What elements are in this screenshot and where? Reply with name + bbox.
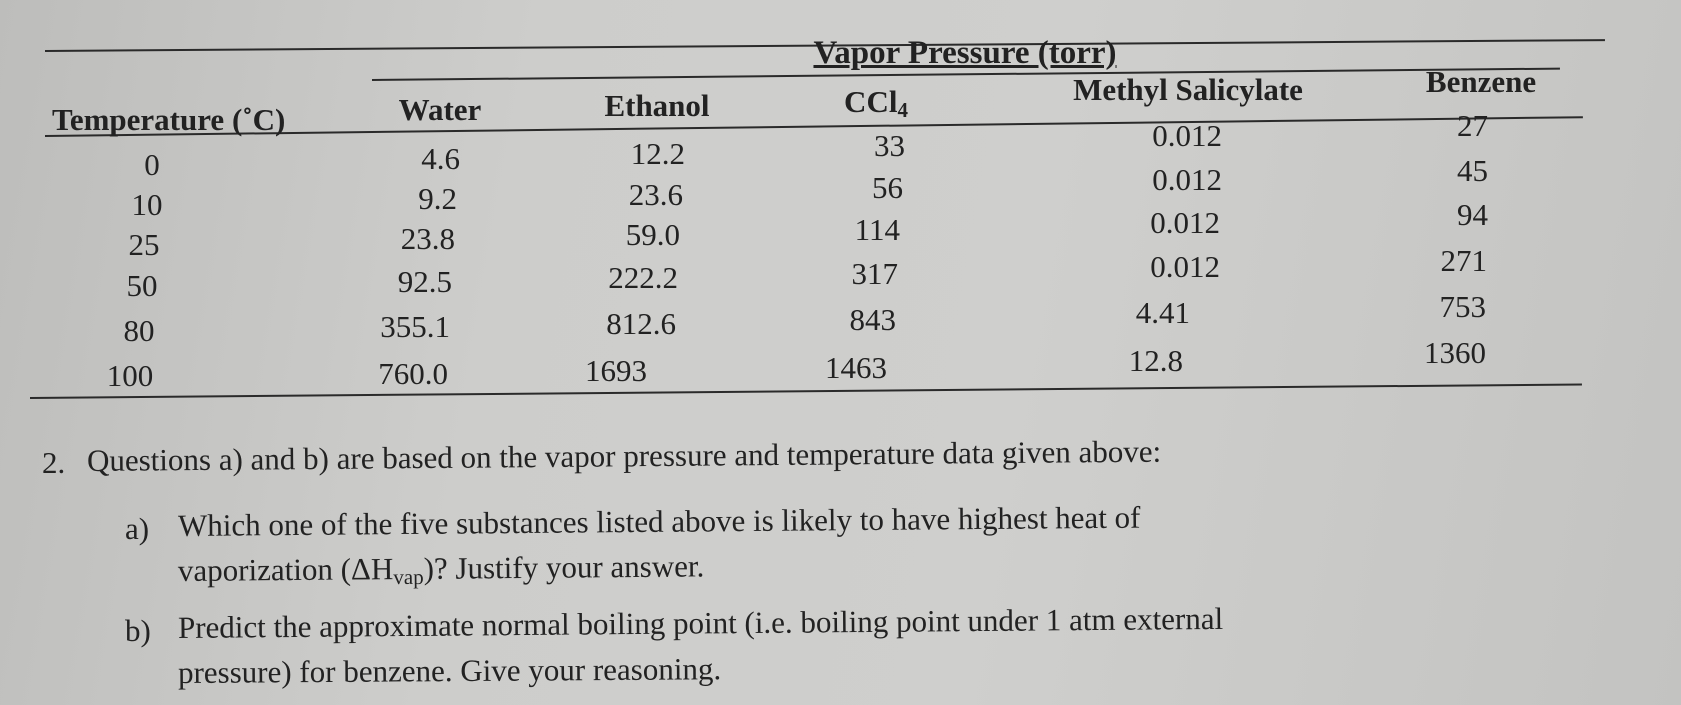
- table-cell-benzene: 1360: [1424, 335, 1486, 370]
- table-cell-water: 4.6: [421, 141, 460, 176]
- question-b-label: b): [125, 613, 151, 648]
- question-a-line1: Which one of the five substances listed …: [177, 499, 1141, 543]
- table-cell-methyl-salicylate: 4.41: [1135, 295, 1190, 330]
- table-cell-ethanol: 12.2: [630, 136, 685, 171]
- table-cell-benzene: 271: [1440, 243, 1488, 278]
- column-header-benzene: Benzene: [1425, 64, 1537, 99]
- question-b-line2: pressure) for benzene. Give your reasoni…: [177, 651, 722, 690]
- table-cell-methyl-salicylate: 0.012: [1150, 249, 1220, 284]
- table-row-temp: 0: [144, 147, 160, 182]
- ccl4-subscript: 4: [897, 98, 908, 122]
- table-cell-ccl4: 317: [851, 256, 899, 291]
- table-cell-methyl-salicylate: 0.012: [1152, 118, 1222, 153]
- table-cell-water: 92.5: [397, 264, 452, 299]
- table-row-temp: 80: [123, 313, 155, 348]
- table-row-temp: 10: [131, 187, 163, 222]
- table-row-temp: 100: [106, 358, 154, 393]
- table-row-temp: 25: [128, 227, 160, 262]
- temperature-header: Temperature (˚C): [52, 102, 286, 137]
- question-a-line2-pre: vaporization (ΔH: [177, 551, 394, 588]
- table-cell-benzene: 27: [1457, 108, 1488, 143]
- ccl4-label: CCl: [844, 84, 898, 119]
- question-a-line2-post: )? Justify your answer.: [423, 548, 705, 586]
- column-header-methyl-salicylate: Methyl Salicylate: [1073, 72, 1303, 107]
- table-cell-benzene: 94: [1457, 197, 1488, 232]
- question-b-line1: Predict the approximate normal boiling p…: [177, 600, 1224, 645]
- table-cell-methyl-salicylate: 0.012: [1152, 162, 1222, 197]
- vapor-pressure-group-header: Vapor Pressure (torr): [813, 35, 1117, 71]
- table-cell-methyl-salicylate: 0.012: [1150, 205, 1220, 240]
- table-cell-water: 9.2: [418, 181, 457, 216]
- question-2-number: 2.: [42, 445, 66, 480]
- table-bottom-rule: [29, 383, 1582, 399]
- table-cell-ccl4: 1463: [825, 350, 887, 385]
- table-row-temp: 50: [126, 268, 158, 303]
- question-2-text: Questions a) and b) are based on the vap…: [86, 433, 1162, 478]
- table-cell-ethanol: 222.2: [608, 260, 678, 295]
- table-cell-methyl-salicylate: 12.8: [1128, 343, 1183, 378]
- table-cell-ccl4: 114: [854, 212, 900, 247]
- table-cell-benzene: 753: [1439, 289, 1487, 324]
- table-cell-ccl4: 33: [874, 128, 905, 163]
- table-cell-water: 23.8: [400, 221, 455, 256]
- table-cell-ethanol: 1693: [585, 353, 647, 388]
- table-cell-ethanol: 23.6: [628, 177, 683, 212]
- table-cell-ethanol: 812.6: [606, 306, 676, 341]
- table-cell-ethanol: 59.0: [625, 217, 680, 252]
- question-a-line2: vaporization (ΔHvap)? Justify your answe…: [178, 545, 705, 600]
- column-header-water: Water: [398, 92, 482, 127]
- table-cell-ccl4: 843: [849, 302, 897, 337]
- question-a-label: a): [125, 511, 150, 546]
- table-cell-ccl4: 56: [872, 170, 903, 205]
- column-header-ethanol: Ethanol: [604, 88, 710, 123]
- delta-h-vap-subscript: vap: [393, 564, 424, 590]
- table-cell-water: 355.1: [380, 309, 450, 344]
- column-header-ccl4: CCl4: [844, 84, 908, 128]
- table-cell-water: 760.0: [378, 356, 448, 391]
- table-cell-benzene: 45: [1457, 153, 1488, 188]
